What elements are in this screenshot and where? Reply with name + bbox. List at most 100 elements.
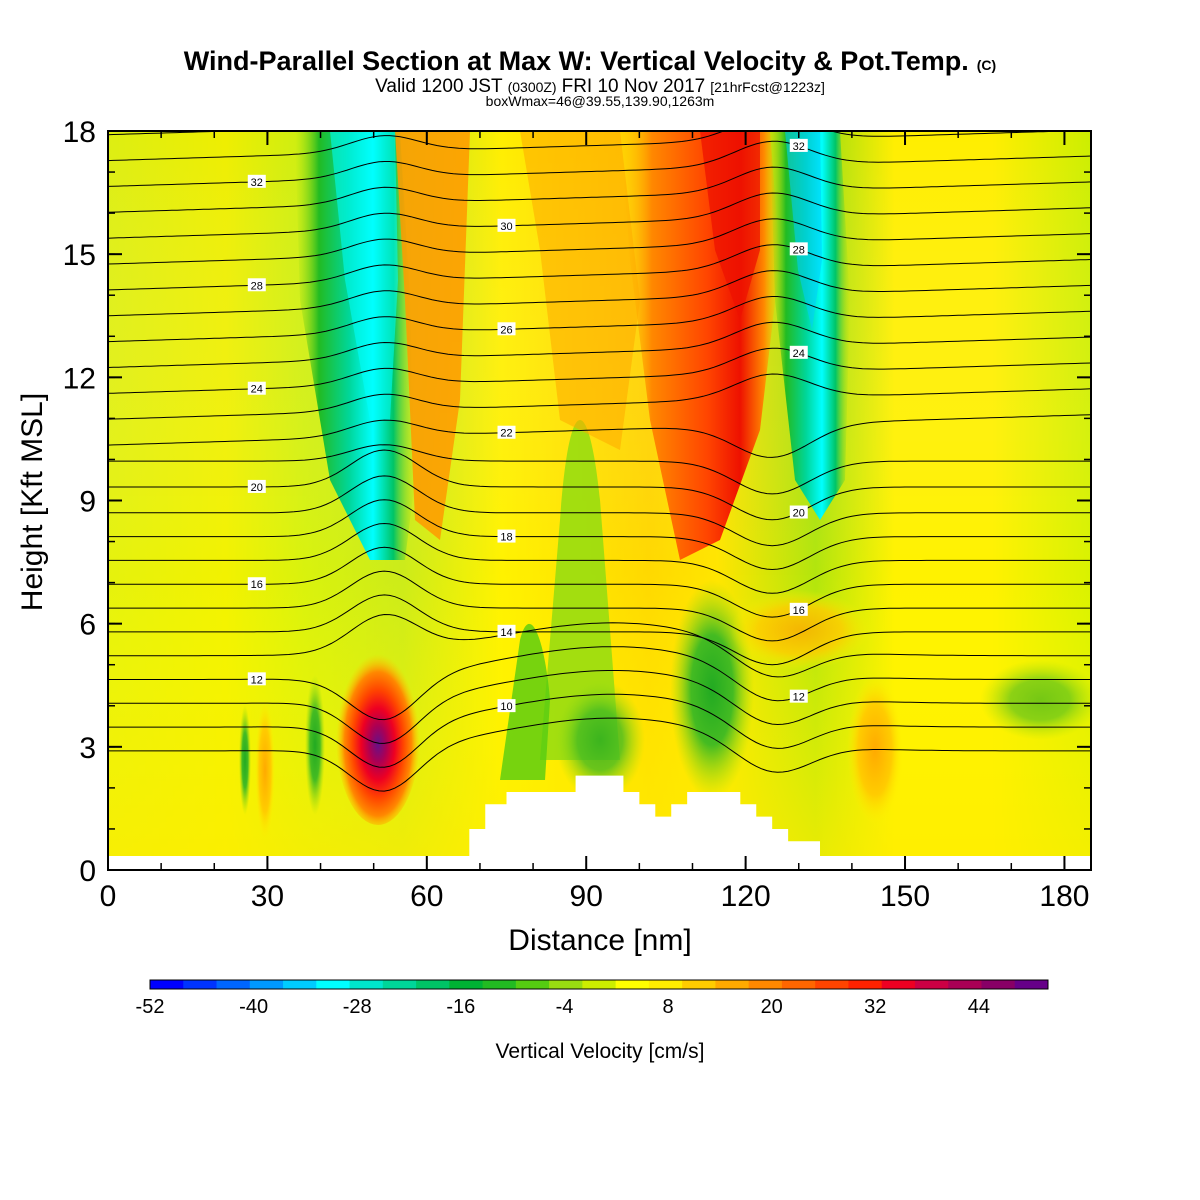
isentrope-line <box>108 192 1091 239</box>
x-tick-label-150: 150 <box>880 880 930 913</box>
isentrope-line <box>108 166 1091 213</box>
x-tick-label-120: 120 <box>721 880 771 913</box>
isentrope-line <box>108 499 1091 571</box>
isentrope-label-24: 24 <box>247 381 266 396</box>
axis-ticks: 0 30 60 90 120 150 180 0 3 6 9 12 15 18 <box>63 116 1091 913</box>
x-tick-label-180: 180 <box>1039 880 1089 913</box>
colorbar-tick-label--4: -4 <box>556 996 574 1018</box>
chart-title: Wind-Parallel Section at Max W: Vertical… <box>184 46 996 76</box>
colorbar-swatch <box>615 980 650 989</box>
isentrope-line <box>108 270 1091 317</box>
isentrope-label-28: 28 <box>247 278 266 292</box>
colorbar-swatch <box>914 980 949 989</box>
colorbar-swatch <box>416 980 450 989</box>
colorbar-swatch <box>515 980 550 989</box>
isentrope-label-24: 24 <box>789 345 808 360</box>
y-axis-label: Height [Kft MSL] <box>16 393 49 611</box>
colorbar: -52 -40 -28 -16 -4 8 20 32 44 <box>136 979 1049 1018</box>
svg-text:30: 30 <box>500 221 512 233</box>
isentrope-labels: 32 32 30 28 28 26 24 24 22 20 20 18 16 16 14 12 12 10 <box>247 138 808 713</box>
colorbar-swatch <box>582 980 617 989</box>
x-tick-label-0: 0 <box>100 880 117 913</box>
isentrope-line <box>108 444 1091 495</box>
isentrope-label-12: 12 <box>247 672 266 686</box>
colorbar-tick-label-32: 32 <box>864 996 886 1018</box>
colorbar-swatch <box>981 980 1016 989</box>
svg-text:26: 26 <box>500 324 512 336</box>
isentrope-line <box>108 670 1091 744</box>
y-tick-label-15: 15 <box>63 239 96 272</box>
colorbar-tick-label-20: 20 <box>761 996 783 1018</box>
colorbar-swatch <box>183 980 218 989</box>
isentrope-line <box>108 373 1091 420</box>
isentrope-label-30: 30 <box>497 218 516 233</box>
colorbar-swatch <box>748 980 783 989</box>
colorbar-swatch <box>283 980 317 989</box>
colorbar-swatch <box>449 980 484 989</box>
y-tick-label-0: 0 <box>79 855 96 888</box>
isentrope-line <box>108 218 1091 265</box>
y-tick-label-6: 6 <box>79 609 96 642</box>
isentrope-line <box>108 570 1091 642</box>
svg-text:14: 14 <box>500 627 512 639</box>
svg-text:32: 32 <box>251 177 263 189</box>
ground-strip <box>108 856 1091 870</box>
colorbar-swatch <box>715 980 750 989</box>
isentrope-line <box>108 244 1091 291</box>
y-tick-label-3: 3 <box>79 732 96 765</box>
vertical-velocity-field <box>108 131 1091 870</box>
colorbar-swatch <box>249 980 284 989</box>
colorbar-tick-label--16: -16 <box>446 996 475 1018</box>
isentrope-line <box>108 321 1091 368</box>
isentrope-line <box>108 594 1091 666</box>
isentrope-label-22: 22 <box>497 425 516 440</box>
svg-text:20: 20 <box>251 482 263 494</box>
isentrope-line <box>108 140 1091 187</box>
colorbar-swatch <box>349 980 384 989</box>
colorbar-tick-label--40: -40 <box>239 996 268 1018</box>
colorbar-swatch <box>482 980 517 989</box>
isentrope-label-14: 14 <box>497 624 516 639</box>
colorbar-tick-label--28: -28 <box>343 996 372 1018</box>
svg-text:16: 16 <box>251 579 263 591</box>
isentrope-line <box>108 646 1091 721</box>
colorbar-tick-label-8: 8 <box>663 996 674 1018</box>
colorbar-swatch <box>815 980 849 989</box>
colorbar-swatch <box>382 980 417 989</box>
colorbar-swatch <box>648 980 683 989</box>
isentrope-line <box>108 131 1081 162</box>
isentrope-line <box>108 693 1091 768</box>
colorbar-swatch <box>848 980 883 989</box>
isentrope-line <box>108 414 1091 458</box>
y-tick-label-9: 9 <box>79 486 96 519</box>
isentrope-label-16: 16 <box>247 577 266 591</box>
colorbar-tick-label-44: 44 <box>968 996 990 1018</box>
colorbar-swatch <box>781 980 816 989</box>
colorbar-tick-label--52: -52 <box>136 996 165 1018</box>
isentrope-line <box>108 717 1091 792</box>
colorbar-swatch <box>948 980 982 989</box>
isentrope-line <box>108 449 1091 521</box>
x-tick-label-90: 90 <box>570 880 603 913</box>
svg-text:10: 10 <box>500 701 512 713</box>
isentrope-label-12: 12 <box>789 689 808 704</box>
colorbar-swatch <box>549 980 583 989</box>
svg-text:12: 12 <box>793 692 805 704</box>
svg-text:16: 16 <box>793 605 805 617</box>
isentrope-label-28: 28 <box>789 242 808 256</box>
terrain-mask <box>469 775 821 870</box>
svg-text:32: 32 <box>793 141 805 153</box>
isentrope-label-26: 26 <box>497 322 516 336</box>
isentrope-line <box>108 522 1091 594</box>
isentrope-line <box>108 613 1091 678</box>
chart-subtitle: Valid 1200 JST (0300Z) FRI 10 Nov 2017 [21h… <box>375 76 825 97</box>
colorbar-swatch <box>150 980 184 989</box>
colorbar-swatch <box>881 980 916 989</box>
isentrope-label-20: 20 <box>789 505 808 520</box>
y-tick-label-12: 12 <box>63 362 96 395</box>
isentrope-line <box>108 475 1091 547</box>
svg-text:24: 24 <box>793 348 805 360</box>
svg-text:24: 24 <box>251 384 263 396</box>
isentrope-line <box>108 546 1091 618</box>
